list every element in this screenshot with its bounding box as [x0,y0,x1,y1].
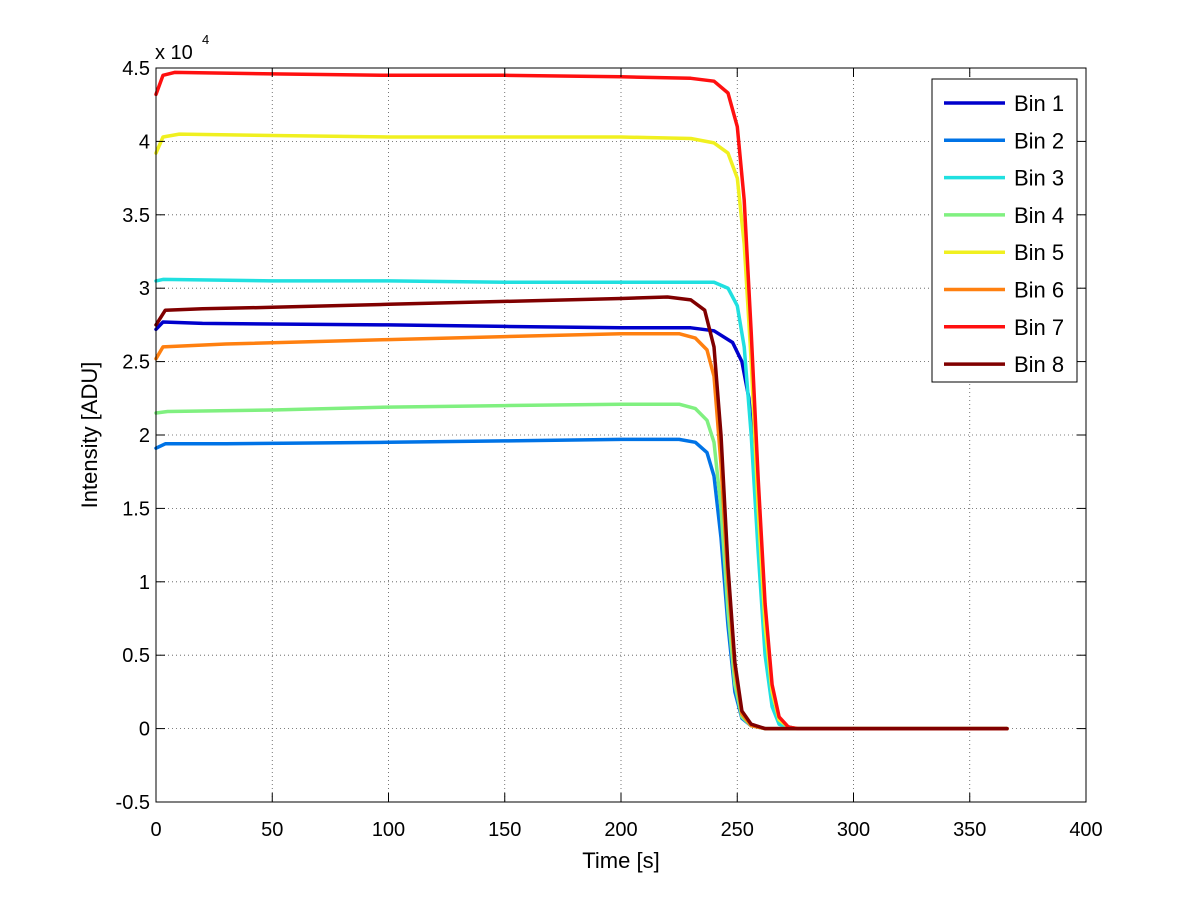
grid [156,68,1086,802]
y-tick-label: 0.5 [122,645,150,667]
y-tick-label: 3 [139,278,150,300]
series-line-bin-3 [154,277,1009,731]
x-tick-label: 250 [721,819,754,841]
legend-label: Bin 4 [1014,203,1064,228]
legend-label: Bin 6 [1014,278,1064,303]
legend-label: Bin 7 [1014,315,1064,340]
y-tick-label: 2 [139,425,150,447]
x-tick-label: 200 [604,819,637,841]
legend-label: Bin 8 [1014,352,1064,377]
axis-ticks [155,67,1087,803]
legend-label: Bin 3 [1014,166,1064,191]
y-axis-exponent: x 10 4 [155,32,209,64]
y-tick-label: 3.5 [122,205,150,227]
x-tick-label: 300 [837,819,870,841]
y-tick-label: 4.5 [122,58,150,80]
y-tick-label: 0 [139,719,150,741]
series-line-bin-8 [154,295,1009,731]
y-exponent-power: 4 [202,32,209,47]
x-tick-label: 100 [372,819,405,841]
x-tick-label: 0 [150,819,161,841]
x-tick-label: 50 [261,819,283,841]
x-axis-label: Time [s] [582,848,659,873]
y-tick-labels: -0.5 0 0.5 1 1.5 2 2.5 3 3.5 4 4.5 [116,58,150,814]
x-tick-labels: 0 50 100 150 200 250 300 350 400 [150,819,1102,841]
legend-box [931,78,1078,383]
y-exponent-base: x 10 [155,42,193,64]
legend: Bin 1 Bin 2 Bin 3 Bin 4 Bin 5 Bin 6 Bin 7 Bin 8 [931,78,1078,383]
series-lines [154,70,1009,731]
legend-label: Bin 1 [1014,91,1064,116]
x-tick-label: 400 [1069,819,1102,841]
series-line-bin-7 [154,70,1009,731]
y-axis-label: Intensity [ADU] [77,362,102,509]
y-tick-label: 1 [139,572,150,594]
y-tick-label: -0.5 [116,792,150,814]
y-tick-label: 4 [139,131,150,153]
legend-label: Bin 5 [1014,240,1064,265]
x-tick-label: 150 [488,819,521,841]
y-tick-label: 2.5 [122,352,150,374]
y-tick-label: 1.5 [122,498,150,520]
x-tick-label: 350 [953,819,986,841]
legend-label: Bin 2 [1014,128,1064,153]
